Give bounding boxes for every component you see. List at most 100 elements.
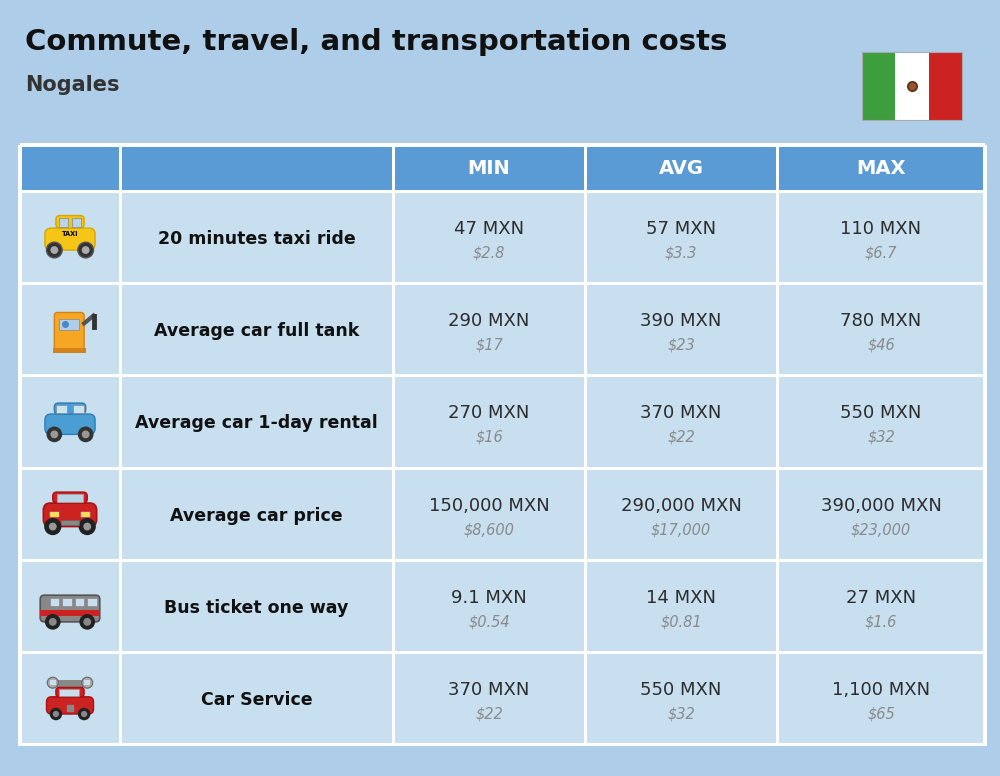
Text: $22: $22: [475, 706, 503, 722]
Bar: [20, 145, 985, 193]
Bar: [53, 348, 86, 353]
Bar: [50, 598, 59, 606]
Bar: [119, 654, 122, 746]
Circle shape: [78, 427, 94, 442]
Circle shape: [79, 518, 96, 535]
Circle shape: [81, 711, 87, 717]
Bar: [776, 285, 778, 377]
Bar: [119, 145, 122, 193]
Bar: [392, 285, 394, 377]
Bar: [59, 689, 79, 696]
Bar: [776, 377, 778, 469]
Bar: [983, 145, 987, 746]
Bar: [20, 143, 985, 147]
Text: $0.54: $0.54: [468, 615, 510, 629]
Bar: [20, 374, 985, 377]
Bar: [81, 512, 90, 517]
Text: 150,000 MXN: 150,000 MXN: [429, 497, 549, 514]
Circle shape: [78, 708, 90, 720]
Bar: [75, 598, 84, 606]
Text: MIN: MIN: [468, 160, 510, 178]
Text: 550 MXN: 550 MXN: [640, 681, 722, 699]
Bar: [584, 377, 586, 469]
Circle shape: [78, 242, 94, 258]
Text: $8,600: $8,600: [464, 522, 514, 537]
Bar: [776, 193, 778, 285]
Text: $22: $22: [667, 430, 695, 445]
Bar: [862, 52, 962, 120]
Bar: [392, 377, 394, 469]
Bar: [119, 377, 122, 469]
Bar: [20, 377, 985, 469]
Bar: [20, 743, 985, 746]
Text: 390 MXN: 390 MXN: [640, 312, 722, 331]
Bar: [584, 562, 586, 654]
Text: 370 MXN: 370 MXN: [448, 681, 530, 699]
Bar: [62, 598, 72, 606]
Circle shape: [83, 522, 91, 531]
Text: $3.3: $3.3: [665, 245, 697, 261]
Bar: [56, 405, 67, 414]
Text: $6.7: $6.7: [865, 245, 897, 261]
Bar: [776, 145, 779, 193]
FancyBboxPatch shape: [56, 216, 84, 228]
Bar: [119, 562, 122, 654]
FancyBboxPatch shape: [53, 492, 87, 503]
Bar: [119, 285, 122, 377]
FancyBboxPatch shape: [54, 313, 84, 352]
Text: 47 MXN: 47 MXN: [454, 220, 524, 238]
Bar: [20, 466, 985, 469]
Bar: [392, 469, 394, 562]
Text: MAX: MAX: [856, 160, 906, 178]
Circle shape: [44, 518, 61, 535]
Text: Average car price: Average car price: [170, 507, 343, 525]
Text: $23: $23: [667, 338, 695, 353]
Circle shape: [49, 618, 57, 625]
Text: 550 MXN: 550 MXN: [840, 404, 922, 422]
Circle shape: [50, 708, 62, 720]
FancyBboxPatch shape: [57, 494, 83, 502]
Bar: [584, 654, 586, 746]
Bar: [20, 469, 985, 562]
Text: $32: $32: [867, 430, 895, 445]
Text: TAXI: TAXI: [62, 231, 78, 237]
Text: $23,000: $23,000: [851, 522, 911, 537]
FancyBboxPatch shape: [40, 595, 100, 622]
FancyBboxPatch shape: [59, 218, 68, 227]
Bar: [73, 405, 84, 414]
Text: $65: $65: [867, 706, 895, 722]
Bar: [119, 193, 122, 285]
Text: Average car 1-day rental: Average car 1-day rental: [135, 414, 378, 432]
Text: $2.8: $2.8: [473, 245, 505, 261]
Bar: [20, 282, 985, 285]
FancyBboxPatch shape: [43, 503, 97, 527]
Circle shape: [82, 431, 90, 438]
Bar: [392, 562, 394, 654]
Text: 270 MXN: 270 MXN: [448, 404, 530, 422]
FancyBboxPatch shape: [56, 688, 84, 697]
Text: Average car full tank: Average car full tank: [154, 322, 359, 340]
Bar: [584, 193, 586, 285]
Text: Nogales: Nogales: [25, 75, 120, 95]
Circle shape: [83, 618, 91, 625]
Text: $17: $17: [475, 338, 503, 353]
Bar: [929, 52, 962, 120]
Bar: [40, 610, 100, 615]
Text: AVG: AVG: [658, 160, 704, 178]
Circle shape: [53, 711, 59, 717]
Bar: [20, 20, 985, 145]
Circle shape: [79, 614, 95, 629]
FancyBboxPatch shape: [54, 403, 86, 414]
Bar: [20, 559, 985, 562]
Text: $32: $32: [667, 706, 695, 722]
FancyBboxPatch shape: [45, 228, 95, 250]
Bar: [84, 681, 90, 685]
Circle shape: [47, 677, 58, 688]
Text: 27 MXN: 27 MXN: [846, 589, 916, 607]
Text: 290 MXN: 290 MXN: [448, 312, 530, 331]
Circle shape: [46, 427, 62, 442]
Bar: [776, 562, 778, 654]
Bar: [20, 651, 985, 654]
Circle shape: [50, 431, 58, 438]
Bar: [776, 469, 778, 562]
